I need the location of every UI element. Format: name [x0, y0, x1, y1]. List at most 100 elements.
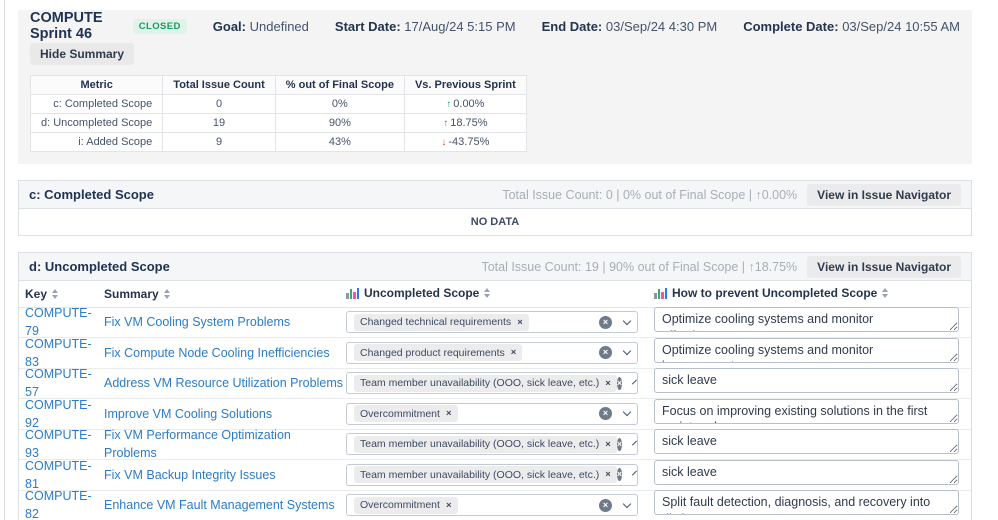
uncompleted-scope-select[interactable]: Overcommitment × × — [346, 494, 638, 517]
end-date-label: End Date: — [541, 18, 603, 34]
tag-remove-icon[interactable]: × — [517, 316, 523, 328]
clear-selection-icon[interactable]: × — [616, 437, 623, 451]
metric-count: 0 — [162, 94, 276, 114]
issue-key-link[interactable]: COMPUTE-79 — [25, 306, 92, 339]
metric-name: d: Uncompleted Scope — [29, 113, 164, 133]
issue-key-link[interactable]: COMPUTE-81 — [25, 458, 92, 491]
issue-summary-link[interactable]: Fix Compute Node Cooling Inefficiencies — [104, 345, 330, 360]
prevent-scope-textarea[interactable]: Focus on improving existing solutions in… — [654, 398, 959, 424]
summary-column-header[interactable]: Summary — [104, 287, 170, 301]
metric-vs-value: 18.75% — [450, 117, 488, 129]
key-column-header[interactable]: Key — [25, 287, 59, 301]
chevron-down-icon[interactable] — [632, 440, 638, 446]
sprint-end-date: End Date: 03/Sep/24 4:30 PM — [542, 19, 718, 34]
final-scope-pct-column-header: % out of Final Scope — [274, 75, 405, 95]
uncompleted-table-header: Key Summary Uncompleted Scope How to pre… — [19, 281, 971, 308]
sprint-complete-date: Complete Date: 03/Sep/24 10:55 AM — [743, 19, 960, 34]
metric-count: 19 — [162, 113, 276, 133]
clear-selection-icon[interactable]: × — [616, 376, 623, 390]
issue-row: COMPUTE-79 Fix VM Cooling System Problem… — [19, 306, 971, 339]
complete-date-value: 03/Sep/24 10:55 AM — [842, 18, 960, 34]
completed-scope-section: c: Completed Scope Total Issue Count: 0 … — [18, 180, 972, 236]
uncompleted-scope-select[interactable]: Team member unavailability (OOO, sick le… — [346, 463, 638, 486]
uncompleted-scope-section: d: Uncompleted Scope Total Issue Count: … — [18, 252, 972, 520]
issue-summary-link[interactable]: Fix VM Backup Integrity Issues — [104, 467, 276, 482]
uncompleted-scope-select[interactable]: Team member unavailability (OOO, sick le… — [346, 372, 638, 395]
clear-selection-icon[interactable]: × — [616, 468, 623, 482]
vs-previous-sprint-column-header: Vs. Previous Sprint — [403, 75, 527, 95]
end-date-value: 03/Sep/24 4:30 PM — [605, 18, 718, 34]
issue-summary-link[interactable]: Fix VM Performance Optimization Problems — [104, 428, 291, 461]
hide-summary-button[interactable]: Hide Summary — [30, 43, 135, 65]
tag-remove-icon[interactable]: × — [510, 347, 517, 359]
summary-column-label: Summary — [104, 286, 159, 301]
sprint-start-date: Start Date: 17/Aug/24 5:15 PM — [335, 19, 516, 34]
metric-pct: 43% — [274, 132, 405, 152]
issue-key-link[interactable]: COMPUTE-92 — [25, 397, 92, 430]
panel-divider — [4, 0, 5, 520]
up-arrow-icon: ↑ — [446, 99, 452, 110]
clear-selection-icon[interactable]: × — [599, 346, 612, 360]
issue-row: COMPUTE-93 Fix VM Performance Optimizati… — [19, 428, 971, 461]
issue-summary-link[interactable]: Improve VM Cooling Solutions — [104, 406, 273, 421]
uncompleted-scope-stats: Total Issue Count: 19 | 90% out of Final… — [481, 259, 798, 274]
sort-icon — [163, 288, 170, 299]
chevron-down-icon[interactable] — [632, 379, 638, 385]
sprint-title: COMPUTE Sprint 46 — [30, 10, 103, 42]
sort-icon — [52, 288, 59, 299]
clear-selection-icon[interactable]: × — [599, 315, 612, 329]
uncompleted-scope-select[interactable]: Changed product requirements × × — [346, 341, 638, 364]
total-issue-count-column-header: Total Issue Count — [162, 75, 276, 95]
prevent-column-header[interactable]: How to prevent Uncompleted Scope — [654, 286, 889, 300]
scope-tag: Overcommitment × — [354, 496, 458, 514]
clear-selection-icon[interactable]: × — [599, 407, 612, 421]
metric-vs: ↑ 18.75% — [403, 113, 527, 133]
prevent-scope-textarea[interactable]: sick leave — [654, 459, 959, 485]
scope-tag-label: Overcommitment — [360, 499, 440, 512]
bar-chart-icon — [654, 287, 667, 299]
scope-tag-label: Team member unavailability (OOO, sick le… — [360, 438, 600, 451]
issue-key-link[interactable]: COMPUTE-93 — [25, 428, 92, 461]
uncompleted-scope-column-header[interactable]: Uncompleted Scope — [346, 286, 491, 300]
prevent-scope-textarea[interactable]: sick leave — [654, 368, 959, 394]
issue-summary-link[interactable]: Enhance VM Fault Management Systems — [104, 498, 335, 513]
issue-key-link[interactable]: COMPUTE-82 — [25, 489, 92, 520]
sprint-goal: Goal: Undefined — [213, 19, 309, 34]
metric-vs-value: 0.00% — [453, 98, 485, 110]
chevron-down-icon[interactable] — [622, 499, 632, 508]
prevent-scope-textarea[interactable]: Optimize cooling systems and monitor imp… — [654, 337, 959, 363]
uncompleted-scope-header: d: Uncompleted Scope Total Issue Count: … — [19, 253, 971, 281]
tag-remove-icon[interactable]: × — [605, 469, 611, 481]
tag-remove-icon[interactable]: × — [605, 438, 611, 450]
clear-selection-icon[interactable]: × — [599, 498, 612, 512]
issue-summary-link[interactable]: Address VM Resource Utilization Problems — [104, 376, 343, 391]
start-date-label: Start Date: — [334, 18, 401, 34]
tag-remove-icon[interactable]: × — [445, 499, 452, 511]
prevent-scope-textarea[interactable]: sick leave — [654, 429, 959, 455]
prevent-scope-textarea[interactable]: Optimize cooling systems and monitor eff… — [654, 307, 959, 333]
prevent-column-label: How to prevent Uncompleted Scope — [672, 286, 878, 300]
issue-key-link[interactable]: COMPUTE-83 — [25, 336, 92, 369]
goal-label: Goal: — [212, 18, 246, 34]
uncompleted-view-in-issue-navigator-button[interactable]: View in Issue Navigator — [807, 255, 961, 278]
completed-scope-empty-state: NO DATA — [19, 209, 971, 235]
issue-key-link[interactable]: COMPUTE-57 — [25, 367, 92, 400]
chevron-down-icon[interactable] — [622, 347, 632, 356]
up-arrow-icon: ↑ — [443, 118, 449, 129]
uncompleted-scope-select[interactable]: Team member unavailability (OOO, sick le… — [346, 433, 638, 456]
completed-view-in-issue-navigator-button[interactable]: View in Issue Navigator — [807, 183, 961, 206]
summary-metrics-table: Metric Total Issue Count % out of Final … — [29, 75, 527, 152]
chevron-down-icon[interactable] — [622, 408, 632, 417]
issue-summary-link[interactable]: Fix VM Cooling System Problems — [104, 315, 291, 330]
uncompleted-scope-select[interactable]: Overcommitment × × — [346, 402, 638, 425]
chevron-down-icon[interactable] — [632, 470, 638, 476]
tag-remove-icon[interactable]: × — [605, 377, 611, 389]
sort-icon — [882, 288, 889, 298]
metric-vs: ↓ -43.75% — [403, 132, 527, 152]
metric-name: c: Completed Scope — [29, 94, 164, 114]
sprint-summary-panel: COMPUTE Sprint 46 CLOSED Goal: Undefined… — [18, 10, 972, 164]
uncompleted-scope-select[interactable]: Changed technical requirements × × — [346, 311, 638, 334]
chevron-down-icon[interactable] — [622, 316, 632, 325]
prevent-scope-textarea[interactable]: Split fault detection, diagnosis, and re… — [654, 490, 959, 516]
tag-remove-icon[interactable]: × — [445, 408, 452, 420]
